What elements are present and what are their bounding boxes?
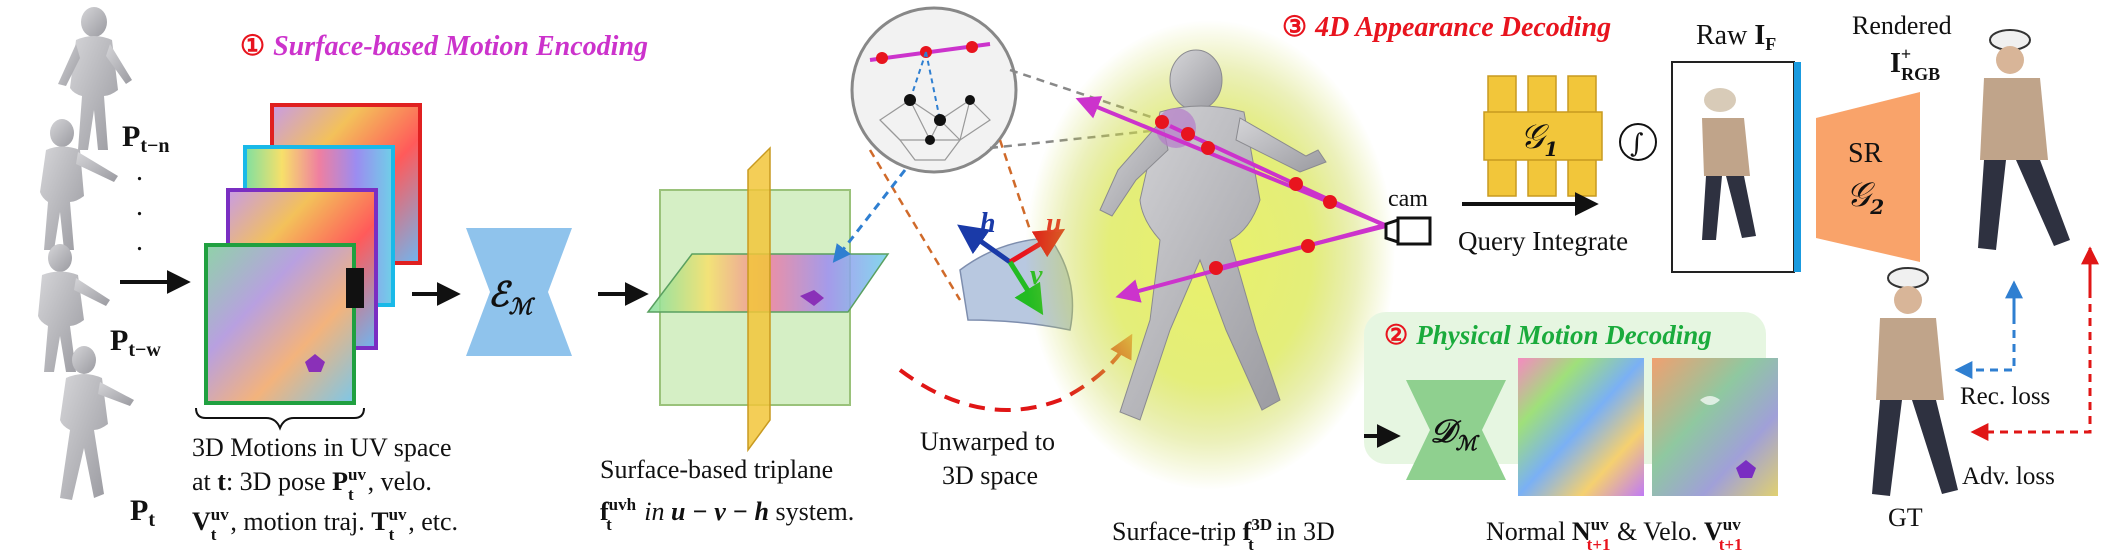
raw-image-panel	[1671, 61, 1801, 273]
sr-block	[1816, 92, 1920, 262]
integral-symbol: ∫	[1630, 129, 1644, 159]
triplane-vertical-plane	[747, 146, 771, 453]
encoder-block	[466, 228, 572, 356]
decoder-block	[1406, 380, 1506, 480]
sr-label: SR	[1848, 138, 1883, 169]
uv-motion-maps	[204, 103, 422, 405]
sr-generator-label: 𝒢2	[1846, 175, 1884, 219]
adv-loss-arrow	[1970, 248, 2092, 441]
label-p-t-n: Pt−n	[122, 120, 170, 157]
axis-h-label: h	[980, 208, 996, 239]
body-figure-t-w	[38, 244, 110, 372]
uv-map-green	[204, 243, 356, 405]
uv-caption-line1: 3D Motions in UV space	[192, 433, 452, 462]
zoom-connector-orange-right	[998, 139, 1032, 231]
query-integrate-label: Query Integrate	[1458, 226, 1628, 256]
triplane-caption-line1: Surface-based triplane	[600, 455, 833, 484]
surface-trip-body	[1025, 20, 1395, 490]
label-p-t-w: Pt−w	[110, 324, 161, 361]
label-p-t: Pt	[130, 494, 155, 531]
generator1-block	[1483, 75, 1603, 197]
zoom-circle	[850, 6, 1018, 174]
unwarp-arrow	[898, 333, 1133, 412]
generator1-label: 𝒢1	[1520, 117, 1558, 161]
surface-trip-caption: Surface-trip f3D t in 3D	[1112, 515, 1335, 554]
body-figure-t-n-2	[40, 119, 118, 250]
camera-label: cam	[1388, 186, 1428, 212]
adv-loss-label: Adv. loss	[1962, 463, 2055, 490]
ellipsis-dot-2: .	[136, 191, 143, 222]
ellipsis-dot-3: .	[136, 226, 143, 257]
integral-circle	[1619, 123, 1657, 161]
body-figure-t	[60, 346, 134, 500]
zoom-blue-dash-arrow	[832, 169, 907, 263]
rendered-person	[1978, 29, 2070, 250]
axis-h-arrow	[957, 224, 1012, 265]
velocity-map	[1652, 358, 1778, 496]
unwarp-label-line2: 3D space	[942, 461, 1038, 490]
zoom-connector-orange-left	[868, 149, 962, 301]
stage3-title: ③ 4D Appearance Decoding	[1282, 12, 1611, 43]
normal-map	[1518, 358, 1644, 496]
raw-label: Raw IF	[1696, 20, 1776, 54]
gt-person	[1872, 267, 1958, 496]
body-figure-t-n	[58, 7, 132, 150]
rendered-label-line1: Rendered	[1852, 11, 1952, 40]
camera-rays	[1075, 96, 1387, 303]
triplane-caption-line2: fuvh t in u − v − h system.	[600, 495, 854, 534]
uv-caption-line3: Vuv t, motion traj. Tuv t, etc.	[192, 505, 458, 544]
rec-loss-arrow	[1954, 288, 2016, 379]
normal-velo-caption: Normal Nuv t+1 & Velo. Vuv t+1	[1486, 515, 1743, 554]
stage2-title: ② Physical Motion Decoding	[1384, 320, 1712, 350]
rendered-label-line2: I+ RGB	[1890, 44, 1940, 84]
ellipsis-dot-1: .	[136, 156, 143, 187]
pose-figures: Pt−n . . . Pt−w Pt	[38, 7, 170, 531]
stage1-title: ① Surface-based Motion Encoding	[240, 31, 648, 62]
uv-brace	[195, 407, 365, 431]
unwarp-label-line1: Unwarped to	[920, 427, 1055, 456]
gt-label: GT	[1888, 503, 1923, 532]
camera-icon	[1384, 216, 1432, 246]
triplane	[646, 146, 890, 453]
uv-caption-line2: at t: 3D pose Puv t, velo.	[192, 465, 432, 504]
rec-loss-label: Rec. loss	[1960, 383, 2050, 410]
